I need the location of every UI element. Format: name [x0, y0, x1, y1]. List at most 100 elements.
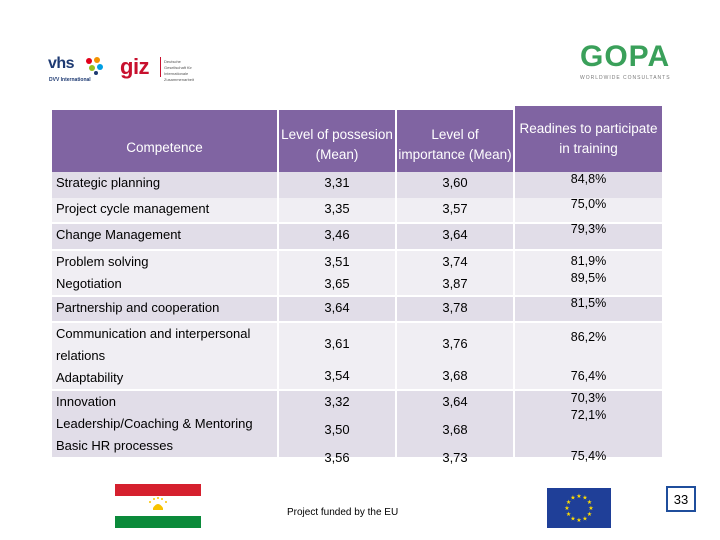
gopa-logo: GOPA WORLDWIDE CONSULTANTS [575, 40, 675, 84]
header-competence: Competence [52, 110, 277, 172]
header-readiness: Readines to participate in training [515, 106, 662, 172]
importance-cell: 3,57 [397, 198, 513, 222]
importance-cell-line: 3,64 [442, 227, 468, 242]
competence-cell: Strategic planning [52, 172, 277, 198]
readiness-cell-line: 70,3% [570, 391, 607, 405]
competence-cell-line: Leadership/Coaching & Mentoring [56, 416, 253, 431]
vhs-logo-text: vhs [48, 55, 75, 72]
vhs-dots-icon [86, 57, 103, 75]
eu-star-icon: ★ [566, 511, 571, 518]
possession-cell-line: 3,65 [324, 276, 350, 291]
readiness-cell-line: 75,4% [570, 449, 607, 463]
competence-cell-line: Communication and interpersonal relation… [56, 326, 251, 363]
gopa-logo-subtext: WORLDWIDE CONSULTANTS [580, 75, 671, 81]
eu-star-icon: ★ [566, 499, 571, 506]
importance-cell-line: 3,64 [442, 394, 468, 409]
eu-star-icon: ★ [587, 499, 592, 506]
eu-star-icon: ★ [570, 495, 575, 502]
importance-cell-line: 3,60 [442, 175, 468, 190]
readiness-cell-line: 89,5% [570, 271, 607, 285]
funded-note: Project funded by the EU [287, 507, 399, 518]
table-row: Change Management 3,46 3,64 79,3% [52, 222, 662, 249]
tajikistan-flag-icon [115, 484, 201, 528]
importance-cell-line: 3,57 [442, 201, 468, 216]
importance-cell-line: 3,76 [442, 336, 468, 351]
competence-cell-line: Innovation [56, 394, 116, 409]
possession-cell-line: 3,64 [324, 300, 350, 315]
readiness-cell: 70,3% 72,1% 75,4% [515, 391, 662, 463]
possession-cell: 3,51 3,65 [279, 251, 395, 295]
competence-cell: Communication and interpersonal relation… [52, 323, 277, 389]
readiness-cell-line: 76,4% [570, 369, 607, 383]
readiness-cell: 81,5% [515, 296, 662, 321]
table-row: Innovation Leadership/Coaching & Mentorin… [52, 391, 662, 465]
possession-cell-line: 3,46 [324, 227, 350, 242]
competence-cell-line: Adaptability [56, 370, 124, 385]
possession-cell: 3,31 [279, 172, 395, 198]
readiness-cell: 75,0% [515, 197, 662, 222]
competence-cell: Problem solving Negotiation [52, 251, 277, 295]
table-row: Project cycle management 3,35 3,57 75,0% [52, 197, 662, 222]
possession-cell: 3,61 3,54 [279, 323, 395, 389]
eu-star-icon: ★ [564, 505, 569, 512]
header-possession: Level of possesion (Mean) [279, 110, 395, 172]
table-row: Strategic planning 3,31 3,60 84,8% [52, 172, 662, 198]
eu-star-icon: ★ [576, 493, 581, 500]
competence-cell: Innovation Leadership/Coaching & Mentorin… [52, 391, 277, 457]
possession-cell-line: 3,31 [324, 175, 350, 190]
readiness-cell-line: 79,3% [570, 222, 607, 236]
eu-flag-icon: ★ ★★★★★★★★★★★ [547, 488, 611, 528]
readiness-cell-line: 72,1% [570, 408, 607, 422]
importance-cell: 3,78 [397, 297, 513, 321]
readiness-cell-line: 84,8% [570, 172, 607, 186]
page-number: 33 [666, 486, 696, 512]
table-row: Partnership and cooperation 3,64 3,78 81,5% [52, 296, 662, 321]
possession-cell-line: 3,61 [324, 336, 350, 351]
importance-cell: 3,76 3,68 [397, 323, 513, 389]
readiness-cell-line: 81,5% [570, 296, 607, 310]
readiness-cell: 84,8% [515, 172, 662, 198]
importance-cell-line: 3,78 [442, 300, 468, 315]
eu-star-icon: ★ [582, 495, 587, 502]
readiness-cell: 79,3% [515, 222, 662, 249]
giz-logo-text: giz [120, 54, 150, 79]
vhs-logo-subtext: DVV International [49, 77, 91, 83]
eu-star-icon: ★ [570, 515, 575, 522]
readiness-cell: 86,2% 76,4% [515, 323, 662, 389]
possession-cell-line: 3,54 [324, 368, 350, 383]
table-header: Competence Level of possesion (Mean) Lev… [52, 106, 662, 172]
table-row: Communication and interpersonal relation… [52, 323, 662, 389]
header-importance: Level of importance (Mean) [397, 110, 513, 172]
competence-cell-line: Change Management [56, 227, 182, 242]
giz-divider [160, 57, 161, 77]
eu-star-icon: ★ [588, 505, 593, 512]
importance-cell: 3,74 3,87 [397, 251, 513, 295]
possession-cell: 3,32 3,50 3,56 [279, 391, 395, 465]
possession-cell: 3,35 [279, 198, 395, 222]
possession-cell: 3,46 [279, 224, 395, 249]
competence-cell: Partnership and cooperation [52, 297, 277, 321]
importance-cell: 3,60 [397, 172, 513, 198]
possession-cell-line: 3,50 [324, 422, 350, 437]
competence-cell-line: Basic HR processes [56, 438, 174, 453]
vhs-logo: vhs DVV International [48, 55, 106, 87]
importance-cell: 3,64 3,68 3,73 [397, 391, 513, 465]
importance-cell-line: 3,68 [442, 422, 468, 437]
importance-cell-line: 3,68 [442, 368, 468, 383]
importance-cell-line: 3,74 [442, 254, 468, 269]
giz-logo: giz Deutsche Gesellschaft für Internatio… [120, 54, 200, 84]
competence-cell-line: Partnership and cooperation [56, 300, 220, 315]
eu-star-icon: ★ [576, 517, 581, 524]
competence-cell-line: Problem solving [56, 254, 149, 269]
possession-cell-line: 3,51 [324, 254, 350, 269]
competence-cell: Change Management [52, 224, 277, 249]
possession-cell-line: 3,32 [324, 394, 350, 409]
eu-star-icon: ★ [582, 515, 587, 522]
table-row: Problem solving Negotiation 3,51 3,65 3,74 3,… [52, 251, 662, 295]
importance-cell-line: 3,87 [442, 276, 468, 291]
readiness-cell-line: 81,9% [570, 254, 607, 268]
readiness-cell-line: 86,2% [570, 330, 607, 344]
possession-cell: 3,64 [279, 297, 395, 321]
competence-cell-line: Strategic planning [56, 175, 161, 190]
readiness-cell: 81,9% 89,5% [515, 251, 662, 295]
